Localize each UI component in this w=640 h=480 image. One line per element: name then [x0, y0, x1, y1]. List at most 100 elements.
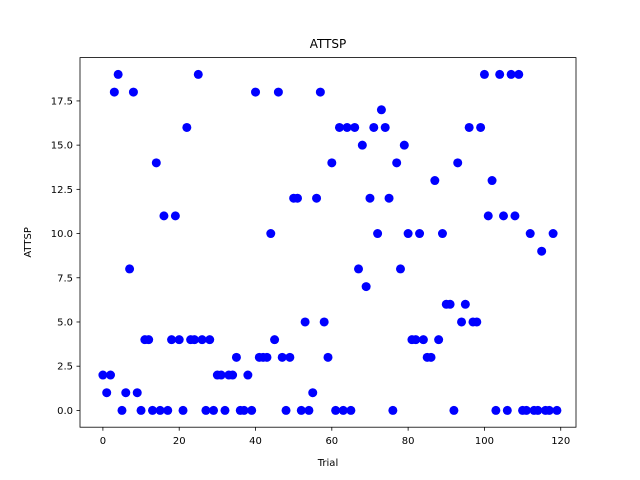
- data-point: [361, 282, 371, 292]
- data-point: [125, 264, 135, 274]
- data-point: [266, 229, 276, 239]
- data-point: [243, 370, 253, 380]
- data-point: [296, 405, 306, 415]
- data-points: [98, 69, 562, 415]
- data-point: [384, 193, 394, 203]
- y-axis-title: ATTSP: [23, 227, 34, 257]
- data-point: [434, 335, 444, 345]
- data-point: [437, 229, 447, 239]
- data-point: [170, 211, 180, 221]
- data-point: [445, 299, 455, 309]
- data-point: [209, 405, 219, 415]
- y-tick-label: 15.0: [51, 141, 73, 152]
- data-point: [514, 69, 524, 79]
- data-point: [552, 405, 562, 415]
- data-point: [136, 405, 146, 415]
- data-point: [548, 229, 558, 239]
- data-point: [308, 388, 318, 398]
- data-point: [346, 405, 356, 415]
- data-point: [262, 352, 272, 362]
- data-point: [128, 87, 138, 97]
- data-point: [144, 335, 154, 345]
- data-point: [102, 388, 112, 398]
- data-point: [354, 264, 364, 274]
- data-point: [357, 140, 367, 150]
- data-point: [163, 405, 173, 415]
- x-axis-ticks: 0 20 40 60 80 100 120: [100, 427, 570, 447]
- data-point: [174, 335, 184, 345]
- data-point: [197, 335, 207, 345]
- data-point: [476, 122, 486, 132]
- x-tick-label: 0: [100, 436, 106, 447]
- data-point: [109, 87, 119, 97]
- data-point: [239, 405, 249, 415]
- y-tick-label: 2.5: [57, 362, 73, 373]
- x-tick-label: 20: [173, 436, 186, 447]
- data-point: [483, 211, 493, 221]
- data-point: [510, 211, 520, 221]
- data-point: [189, 335, 199, 345]
- data-point: [487, 176, 497, 186]
- y-tick-label: 10.0: [51, 229, 73, 240]
- x-tick-label: 40: [249, 436, 262, 447]
- data-point: [300, 317, 310, 327]
- data-point: [331, 405, 341, 415]
- data-point: [399, 140, 409, 150]
- data-point: [453, 158, 463, 168]
- y-tick-label: 17.5: [51, 96, 73, 107]
- plot-frame: [79, 57, 577, 428]
- data-point: [132, 388, 142, 398]
- data-point: [373, 229, 383, 239]
- y-axis-ticks: 0.0 2.5 5.0 7.5 10.0 12.5 15.0 17.5: [51, 96, 80, 417]
- data-point: [502, 405, 512, 415]
- data-point: [220, 405, 230, 415]
- data-point: [285, 352, 295, 362]
- data-point: [292, 193, 302, 203]
- data-point: [460, 299, 470, 309]
- data-point: [182, 122, 192, 132]
- data-point: [457, 317, 467, 327]
- data-point: [495, 69, 505, 79]
- data-point: [98, 370, 108, 380]
- data-point: [159, 211, 169, 221]
- data-point: [277, 352, 287, 362]
- data-point: [449, 405, 459, 415]
- data-point: [415, 229, 425, 239]
- data-point: [388, 405, 398, 415]
- data-point: [312, 193, 322, 203]
- data-point: [205, 335, 215, 345]
- data-point: [334, 122, 344, 132]
- data-point: [117, 405, 127, 415]
- data-point: [121, 388, 131, 398]
- data-point: [403, 229, 413, 239]
- data-point: [231, 352, 241, 362]
- data-point: [342, 122, 352, 132]
- data-point: [499, 211, 509, 221]
- data-point: [228, 370, 238, 380]
- data-point: [430, 176, 440, 186]
- data-point: [506, 69, 516, 79]
- data-point: [113, 69, 123, 79]
- data-point: [418, 335, 428, 345]
- data-point: [464, 122, 474, 132]
- chart-title: ATTSP: [310, 37, 347, 51]
- data-point: [273, 87, 283, 97]
- data-point: [521, 405, 531, 415]
- data-point: [533, 405, 543, 415]
- data-point: [315, 87, 325, 97]
- data-point: [411, 335, 421, 345]
- y-tick-label: 7.5: [57, 273, 73, 284]
- data-point: [472, 317, 482, 327]
- x-tick-label: 80: [402, 436, 415, 447]
- data-point: [193, 69, 203, 79]
- data-point: [155, 405, 165, 415]
- data-point: [392, 158, 402, 168]
- data-point: [201, 405, 211, 415]
- data-point: [537, 246, 547, 256]
- data-point: [216, 370, 226, 380]
- x-tick-label: 60: [325, 436, 338, 447]
- x-tick-label: 100: [475, 436, 494, 447]
- data-point: [479, 69, 489, 79]
